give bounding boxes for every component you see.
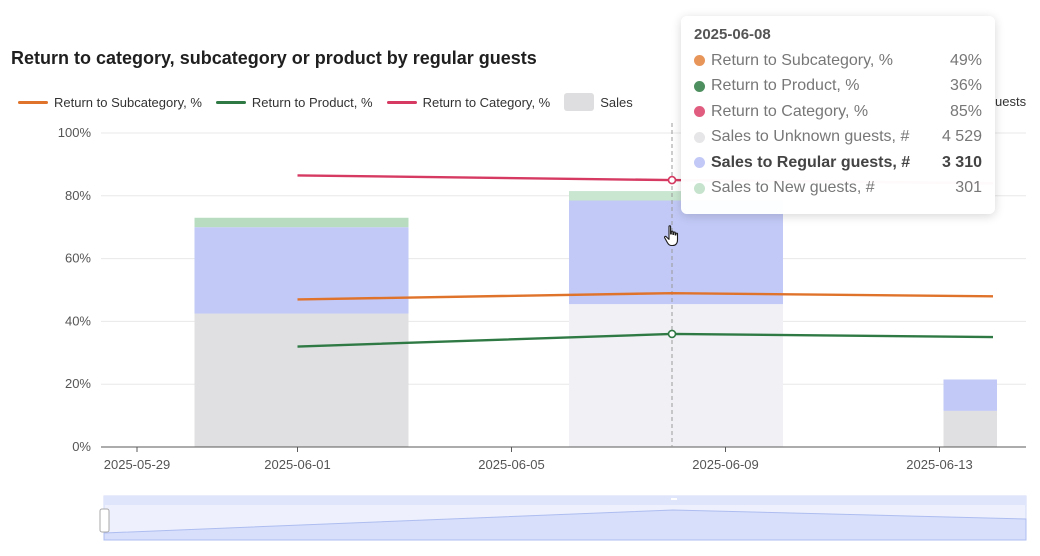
tooltip-row: Sales to New guests, # 301 [694, 176, 982, 202]
zoom-slider-area [103, 509, 1027, 541]
bar-segment [943, 410, 997, 447]
tooltip-series-value: 49% [949, 51, 982, 69]
series-line [297, 291, 994, 301]
zoom-slider-left-handle[interactable] [99, 508, 110, 533]
y-tick-label: 20% [65, 376, 91, 391]
y-tick-label: 100% [58, 125, 92, 140]
x-tick-label: 2025-06-09 [692, 457, 759, 472]
bar-segment [569, 304, 783, 447]
x-tick-label: 2025-06-05 [478, 457, 545, 472]
bar-segment [194, 227, 409, 314]
legend-label-sales: Sales [600, 94, 633, 110]
tooltip-series-dot [694, 131, 705, 143]
tooltip-series-value: 36% [949, 77, 982, 95]
tooltip-series-dot [694, 157, 705, 169]
legend-label-category: Return to Category, % [422, 94, 551, 110]
tooltip-series-value: 85% [949, 102, 982, 120]
legend-label-product: Return to Product, % [251, 94, 373, 110]
tooltip-series-name: Return to Product, % [711, 77, 860, 95]
legend-swatch-product [215, 100, 246, 104]
bar-segment [943, 379, 997, 411]
legend-swatch-category [386, 100, 417, 104]
legend-item-category[interactable]: Return to Category, % [386, 94, 551, 110]
legend-label-clipped: uests [995, 94, 1027, 109]
tooltip-series-dot [694, 106, 705, 118]
tooltip-series-name: Sales to Regular guests, # [711, 153, 911, 171]
tooltip-row: Return to Subcategory, % 49% [694, 48, 982, 74]
bar-segment [569, 200, 783, 305]
chart-legend: Return to Subcategory, % Return to Produ… [18, 92, 647, 112]
y-tick-label: 0% [72, 439, 91, 454]
tooltip-date: 2025-06-08 [694, 26, 771, 43]
tooltip-series-dot [694, 80, 705, 92]
tooltip-row: Sales to Unknown guests, # 4 529 [694, 125, 982, 151]
zoom-slider-grip [671, 498, 677, 500]
chart-tooltip: 2025-06-08 Return to Subcategory, % 49% Re… [681, 16, 995, 214]
tooltip-series-name: Return to Subcategory, % [711, 51, 894, 69]
hover-point [667, 329, 677, 339]
tooltip-series-name: Return to Category, % [711, 102, 869, 120]
tooltip-series-value: 3 310 [941, 153, 982, 171]
hand-pointer-cursor-icon [663, 225, 679, 247]
tooltip-rows: Return to Subcategory, % 49% Return to Pro… [694, 48, 982, 201]
x-tick-label: 2025-06-01 [264, 457, 331, 472]
tooltip-series-value: 4 529 [941, 128, 982, 146]
tooltip-row: Sales to Regular guests, # 3 310 [694, 150, 982, 176]
tooltip-series-dot [694, 55, 705, 67]
hover-point [667, 175, 677, 185]
zoom-slider-top-bar [104, 496, 1026, 505]
chart-title: Return to category, subcategory or produ… [11, 48, 537, 68]
y-tick-label: 40% [65, 313, 91, 328]
legend-item-subcategory[interactable]: Return to Subcategory, % [18, 95, 202, 110]
tooltip-row: Return to Category, % 85% [694, 99, 982, 125]
y-tick-label: 60% [65, 251, 91, 266]
y-tick-label: 80% [65, 188, 91, 203]
bar-segment [569, 191, 783, 201]
legend-item-product[interactable]: Return to Product, % [215, 94, 373, 110]
legend-label-subcategory: Return to Subcategory, % [54, 94, 202, 110]
bar-segment [194, 313, 409, 447]
legend-swatch-subcategory [18, 100, 48, 104]
x-tick-label: 2025-06-13 [906, 457, 973, 472]
tooltip-series-value: 301 [955, 179, 982, 197]
legend-swatch-sales [564, 93, 595, 111]
tooltip-series-name: Sales to Unknown guests, # [711, 128, 910, 146]
legend-item-sales[interactable]: Sales [564, 93, 633, 111]
tooltip-row: Return to Product, % 36% [694, 74, 982, 100]
tooltip-series-name: Sales to New guests, # [711, 179, 875, 197]
x-tick-label: 2025-05-29 [104, 457, 171, 472]
bar-segment [194, 217, 409, 228]
tooltip-series-dot [694, 182, 705, 194]
